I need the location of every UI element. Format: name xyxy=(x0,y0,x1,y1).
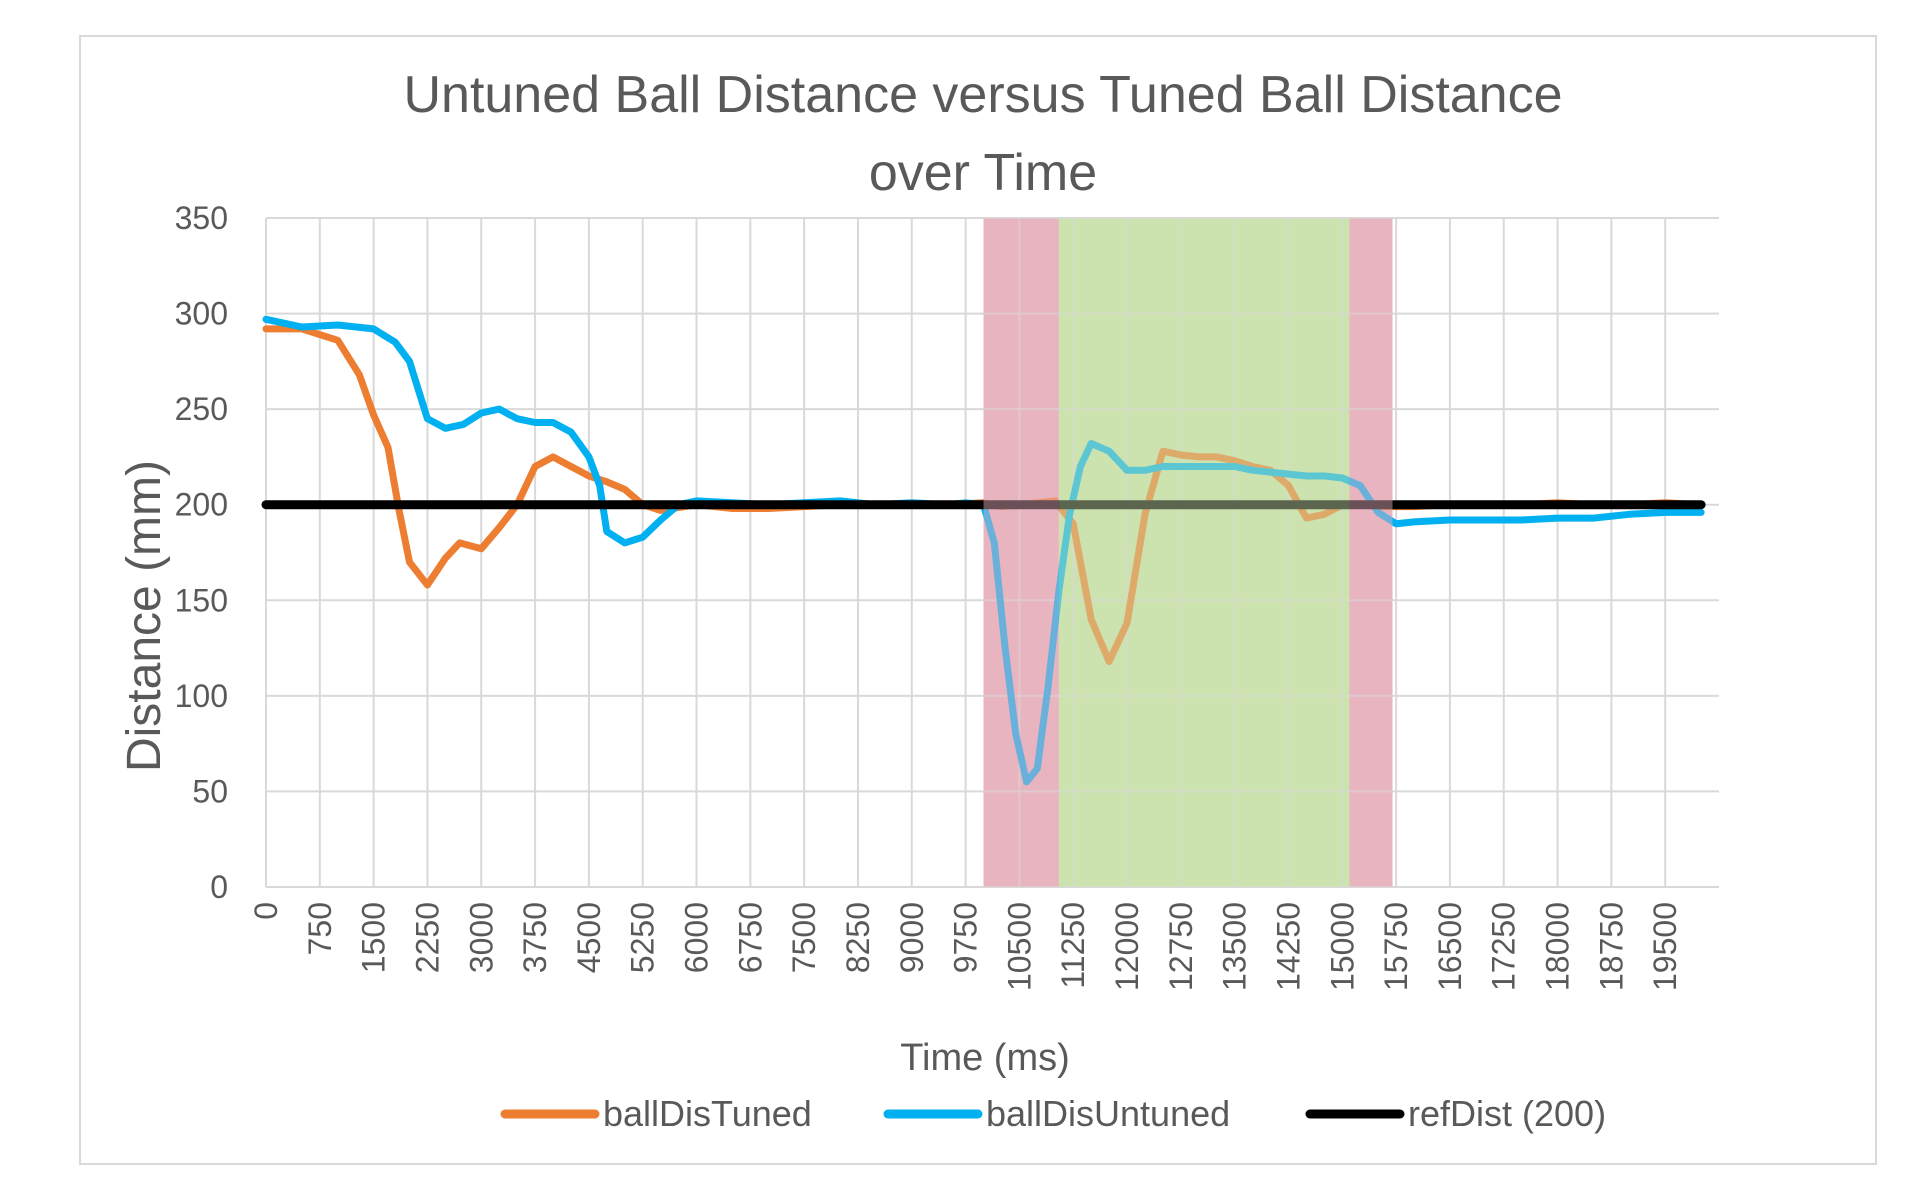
highlight-region-2 xyxy=(1349,218,1393,887)
x-tick-label: 750 xyxy=(302,902,338,955)
y-axis-title: Distance (mm) xyxy=(118,460,171,772)
x-tick-label: 13500 xyxy=(1217,902,1253,991)
legend: ballDisTuned ballDisUntuned refDist (200) xyxy=(500,1093,1606,1134)
highlight-overlay-1 xyxy=(1058,218,1350,887)
x-tick-label: 14250 xyxy=(1271,902,1307,991)
x-tick-label: 18000 xyxy=(1540,902,1576,991)
series-line-balldisuntuned xyxy=(262,315,1705,786)
x-tick-label: 4500 xyxy=(571,902,607,973)
y-tick-label: 250 xyxy=(175,391,228,427)
y-tick-label: 0 xyxy=(210,869,228,905)
legend-label: ballDisUntuned xyxy=(986,1093,1230,1134)
x-tick-label: 9750 xyxy=(948,902,984,973)
y-tick-label: 150 xyxy=(175,582,228,618)
y-tick-label: 50 xyxy=(192,773,228,809)
highlight-regions xyxy=(983,218,1393,887)
x-tick-label: 12750 xyxy=(1163,902,1199,991)
x-tick-label: 7500 xyxy=(786,902,822,973)
x-axis-title: Time (ms) xyxy=(900,1037,1070,1079)
highlight-overlay-2 xyxy=(1349,218,1393,887)
x-tick-label: 19500 xyxy=(1647,902,1683,991)
y-tick-label: 300 xyxy=(175,296,228,332)
x-tick-label: 2250 xyxy=(409,902,445,973)
y-tick-label: 350 xyxy=(175,200,228,236)
x-tick-label: 15000 xyxy=(1324,902,1360,991)
x-tick-label: 3000 xyxy=(463,902,499,973)
x-tick-label: 9000 xyxy=(894,902,930,973)
y-tick-label: 100 xyxy=(175,678,228,714)
highlight-overlay-0 xyxy=(983,218,1059,887)
series-lines xyxy=(261,218,1706,887)
x-tick-label: 6000 xyxy=(679,902,715,973)
x-axis-ticks: 0 750 1500 2250 3000 3750 4500 5250 6000 6750 7500… xyxy=(248,902,1683,991)
chart-title-line-1: Untuned Ball Distance versus Tuned Ball … xyxy=(403,66,1562,124)
legend-label: refDist (200) xyxy=(1408,1093,1606,1134)
x-tick-label: 5250 xyxy=(625,902,661,973)
x-tick-label: 0 xyxy=(248,902,284,920)
x-tick-label: 10500 xyxy=(1001,902,1037,991)
x-tick-label: 12000 xyxy=(1109,902,1145,991)
chart-title-line-2: over Time xyxy=(869,144,1097,202)
x-tick-label: 3750 xyxy=(517,902,553,973)
x-tick-label: 17250 xyxy=(1486,902,1522,991)
x-tick-label: 1500 xyxy=(356,902,392,973)
highlight-region-1 xyxy=(1058,218,1350,887)
x-tick-label: 18750 xyxy=(1593,902,1629,991)
legend-label: ballDisTuned xyxy=(603,1093,812,1134)
x-tick-label: 15750 xyxy=(1378,902,1414,991)
x-tick-label: 11250 xyxy=(1055,902,1091,989)
y-tick-label: 200 xyxy=(175,487,228,523)
x-tick-label: 6750 xyxy=(732,902,768,973)
y-axis-ticks: 0 50 100 150 200 250 300 350 xyxy=(175,200,228,905)
x-tick-label: 8250 xyxy=(840,902,876,973)
x-tick-label: 16500 xyxy=(1432,902,1468,991)
